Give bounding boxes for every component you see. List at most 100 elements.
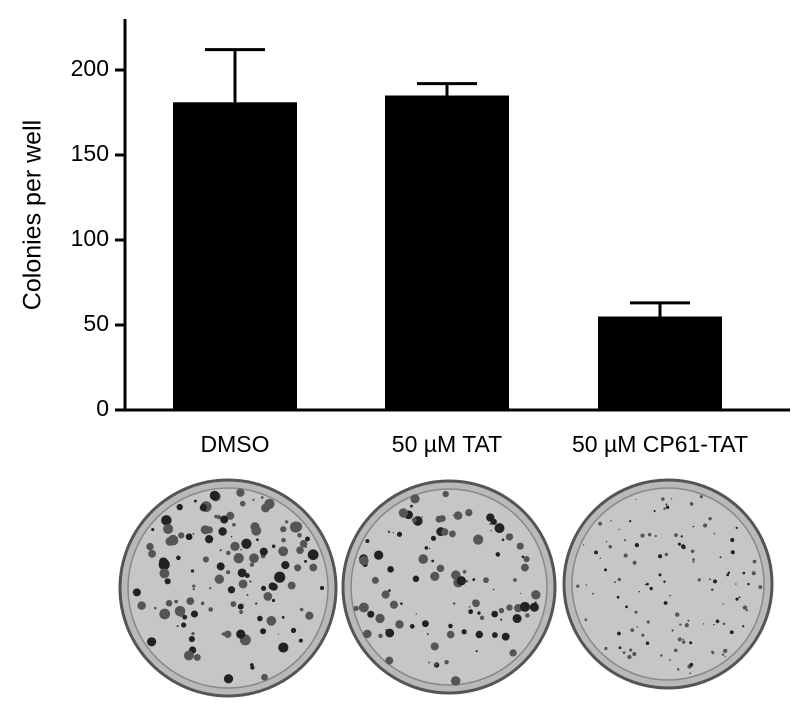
colony [205,526,213,534]
colony [365,539,370,544]
colony [509,649,517,657]
colony [426,633,429,636]
colony [415,613,417,615]
colony [178,532,185,539]
colony [638,591,640,593]
colony [521,555,525,559]
colony [605,541,608,543]
colony [409,624,415,629]
y-tick-label: 200 [71,55,109,81]
colony [715,619,720,624]
colony [385,656,394,665]
colony [430,571,440,582]
colony [692,561,695,564]
colony [529,602,539,612]
colony [608,545,612,549]
colony [641,633,645,637]
colony [241,538,252,549]
colony [674,533,678,538]
colony [400,602,403,605]
colony [622,651,626,655]
colony [435,515,443,523]
colony [392,532,395,534]
colony [226,511,235,520]
colony [389,600,399,609]
colony [680,535,683,538]
colony [151,528,155,532]
colony [711,651,715,655]
colony [243,603,245,605]
colony [752,559,757,564]
colony [634,610,638,614]
colony [181,622,187,628]
colony [653,510,656,513]
colony [230,536,233,538]
colony [147,637,157,647]
colony [576,584,580,588]
colony [256,538,259,542]
colony [281,615,285,619]
colony [186,597,195,606]
colony [675,612,680,617]
colony [730,550,735,555]
colony [192,584,196,588]
colony [645,641,650,646]
colony [472,578,476,581]
colony [448,623,453,629]
colony [468,609,474,615]
colony [305,611,314,620]
colony [230,601,237,607]
colony [516,542,524,550]
colony [204,535,214,544]
colony [193,653,201,661]
colony [630,628,635,632]
dish-inner [350,488,548,686]
colony [271,598,276,603]
colony [278,546,289,557]
colony [475,630,484,639]
colony [375,613,385,624]
colony [209,490,220,501]
colony [729,630,734,635]
colony [692,525,695,528]
colony [669,594,671,597]
colony [649,586,653,591]
colony [697,578,701,582]
colony [689,662,694,667]
colony [192,532,195,535]
colony [297,532,302,538]
colony [758,585,763,590]
colony [359,555,369,566]
colony [506,604,513,611]
colony [176,555,181,561]
colony [730,538,735,543]
colony [236,488,245,497]
colony [483,577,489,584]
colony [146,542,154,551]
colony [174,599,179,604]
colony [721,653,725,656]
colony [582,544,585,546]
bar [385,95,509,410]
x-tick-label: 50 µM TAT [392,431,502,457]
colony [598,521,603,526]
colony [319,585,325,591]
colony [664,552,668,557]
colony [500,618,503,621]
colony [249,562,255,567]
colony [646,582,649,586]
colony [647,532,652,537]
colony [252,498,255,501]
colony [280,526,287,533]
colony [669,659,671,661]
colony [281,537,286,543]
dish-images [118,478,774,698]
colony [237,568,247,578]
colony [289,521,302,533]
colony [692,558,695,561]
colony [690,549,695,554]
colony [236,629,246,639]
colony [689,641,693,645]
colony [257,615,263,622]
colony [209,587,212,590]
